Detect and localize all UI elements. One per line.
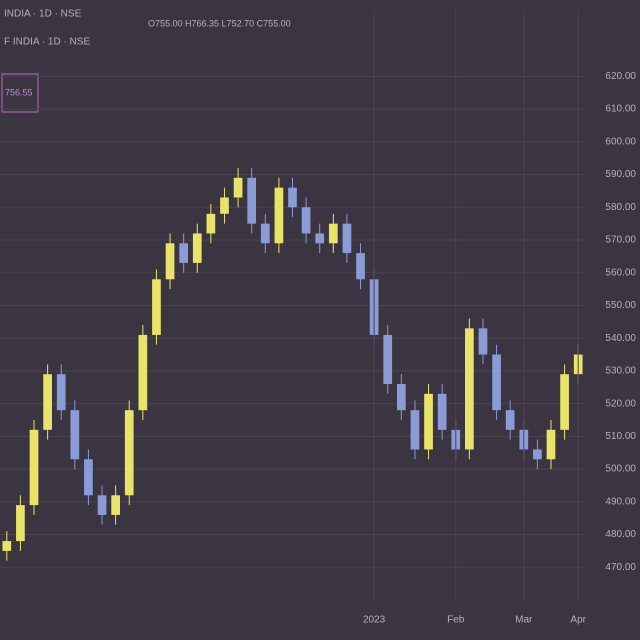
y-tick-label: 600.00	[605, 136, 636, 147]
y-tick-label: 500.00	[605, 464, 636, 475]
candle-body	[70, 410, 80, 460]
candle-body	[492, 354, 501, 411]
candle-body	[97, 495, 107, 515]
header-symbol: F INDIA · 1D · NSE	[4, 37, 90, 48]
y-tick-label: 560.00	[605, 267, 636, 278]
price-box: 756.55	[5, 87, 33, 97]
header-symbol: INDIA · 1D · NSE	[4, 9, 82, 20]
ohlc-text: O755.00 H766.35 L752.70 C755.00	[148, 18, 291, 28]
y-tick-label: 620.00	[605, 71, 636, 82]
candle-body	[247, 177, 257, 224]
candle-body	[124, 410, 134, 496]
candle-body	[342, 223, 352, 254]
candle-body	[138, 334, 148, 411]
candle-body	[396, 384, 406, 411]
y-tick-label: 540.00	[605, 333, 636, 344]
candle-body	[165, 243, 175, 280]
y-tick-label: 580.00	[605, 202, 636, 213]
candle-body	[301, 207, 311, 234]
candle-body	[206, 213, 216, 234]
candle-body	[437, 393, 447, 430]
y-tick-label: 550.00	[605, 300, 636, 311]
price-box-frame	[1, 73, 39, 113]
candle-body	[546, 429, 556, 460]
candle-body	[220, 197, 229, 214]
candle-body	[288, 187, 297, 208]
candle-body	[233, 177, 243, 198]
y-tick-label: 520.00	[605, 398, 636, 409]
y-tick-label: 510.00	[605, 431, 636, 442]
x-tick-label: Mar	[515, 615, 533, 626]
candle-body	[16, 505, 25, 542]
x-tick-label: 2023	[363, 615, 386, 626]
y-tick-label: 530.00	[605, 366, 636, 377]
candle-body	[2, 541, 12, 551]
x-tick-label: Feb	[447, 615, 465, 626]
candle-body	[56, 374, 66, 411]
candle-body	[424, 393, 433, 450]
y-tick-label: 490.00	[605, 496, 636, 507]
candle-body	[410, 410, 420, 450]
candle-body	[43, 374, 52, 430]
candle-body	[29, 429, 39, 506]
y-tick-label: 470.00	[605, 562, 636, 573]
candle-body	[478, 328, 488, 355]
x-tick-label: Apr	[570, 615, 586, 626]
y-tick-label: 590.00	[605, 169, 636, 180]
candle-body	[356, 253, 365, 280]
candle-body	[274, 187, 284, 244]
candle-body	[84, 459, 93, 496]
candle-body	[192, 233, 202, 263]
candle-body	[328, 223, 338, 244]
candle-body	[383, 334, 393, 384]
candle-body	[560, 374, 569, 430]
candle-body	[111, 495, 120, 515]
candle-body	[179, 243, 189, 263]
y-tick-label: 610.00	[605, 104, 636, 115]
candle-body	[465, 328, 474, 450]
candle-body	[533, 449, 542, 460]
y-tick-label: 570.00	[605, 235, 636, 246]
y-tick-label: 480.00	[605, 529, 636, 540]
candle-body	[315, 233, 325, 244]
candle-body	[505, 410, 515, 430]
candle-body	[152, 279, 161, 335]
candle-body	[260, 223, 270, 244]
